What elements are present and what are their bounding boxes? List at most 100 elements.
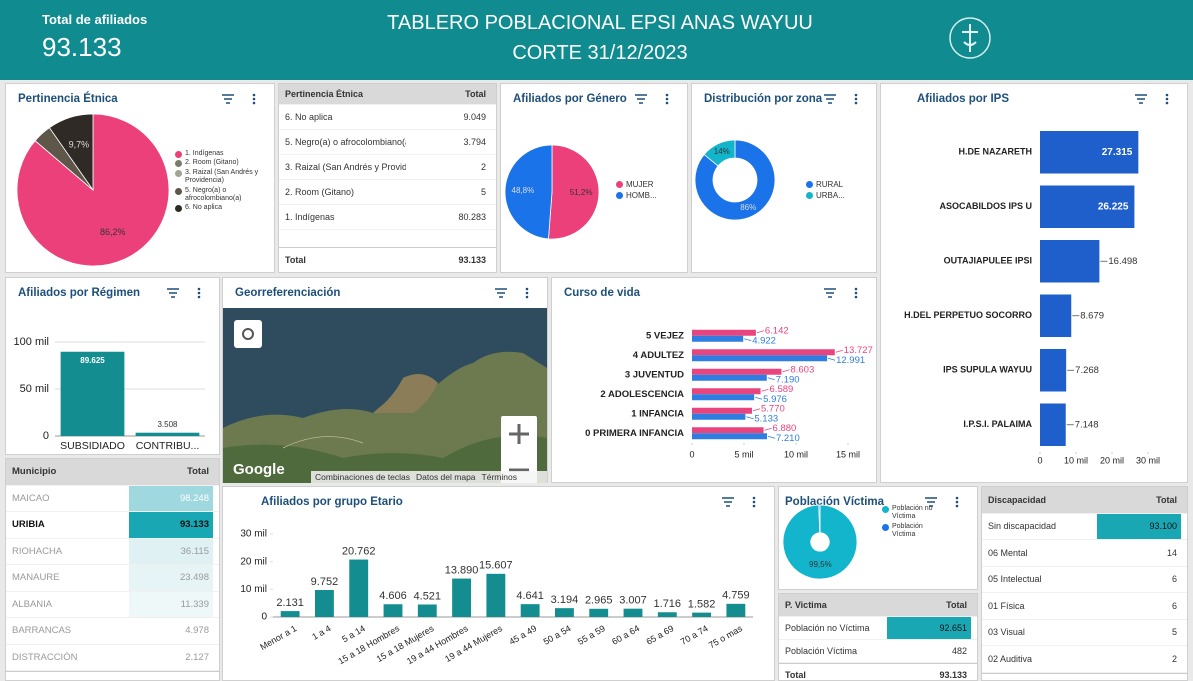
table-cell: 06 Mental (988, 548, 1097, 558)
table-row: ALBANIA11.339 (6, 592, 219, 619)
table-cell: MANAURE (12, 572, 129, 583)
legend-label: 2. Room (Gitano) (185, 159, 239, 167)
card-menu[interactable] (633, 92, 675, 106)
card-title: Georreferenciación (235, 287, 340, 299)
card-menu[interactable] (720, 495, 762, 509)
card: Curso de vida (551, 277, 877, 483)
table-cell: 2. Room (Gitano) (285, 187, 406, 197)
legend: Población no VíctimaPoblación Víctima (882, 505, 944, 541)
column-header: Municipio (12, 466, 129, 477)
header: Total de afiliados 93.133 TABLERO POBLAC… (0, 0, 1193, 80)
total-label: Total de afiliados (42, 12, 147, 27)
table-cell: 01 Física (988, 601, 1097, 611)
table-cell: 93.133 (129, 512, 213, 538)
legend-item: URBA... (806, 191, 870, 201)
card: Afiliados por IPS (880, 83, 1188, 483)
map-footer-link[interactable]: Datos del mapa (416, 472, 476, 482)
total-cell: Total (785, 670, 887, 680)
table-cell: 2.127 (129, 645, 213, 671)
legend-item: MUJER (616, 180, 682, 190)
total-cell: 93.133 (406, 248, 490, 272)
table-cell: Población Víctima (785, 646, 887, 656)
column-header: Total (406, 84, 490, 104)
table-cell: 482 (887, 640, 971, 662)
menu-dot (753, 497, 756, 500)
card-menu[interactable] (1133, 92, 1175, 106)
menu-dot (753, 501, 756, 504)
legend-item: 3. Raizal (San Andrés y Providencia) (175, 169, 271, 186)
legend-item: HOMB... (616, 191, 682, 201)
table-cell: 5 (406, 180, 490, 204)
card-title: Curso de vida (564, 287, 640, 299)
menu-dot (753, 505, 756, 508)
legend-item: Población no Víctima (882, 505, 944, 522)
menu-dot (526, 296, 529, 299)
map[interactable] (223, 308, 547, 483)
menu-dot (1166, 102, 1169, 105)
legend-item: 2. Room (Gitano) (175, 159, 271, 167)
total-cell: 93.133 (887, 664, 971, 681)
card-menu[interactable] (493, 286, 535, 300)
legend-label: HOMB... (626, 191, 657, 201)
table-cell: BARRANCAS (12, 625, 129, 636)
menu-dot (666, 94, 669, 97)
card-menu[interactable] (165, 286, 207, 300)
legend-item: 6. No aplica (175, 204, 271, 212)
legend-label: Población Víctima (892, 523, 944, 540)
menu-dot (1166, 94, 1169, 97)
column-header: Total (129, 459, 213, 485)
filter-icon (824, 95, 836, 103)
table-cell: 36.115 (129, 539, 213, 565)
dashboard-title: TABLERO POBLACIONAL EPSI ANAS WAYUU (300, 12, 900, 35)
legend-label: 5. Negro(a) o afrocolombiano(a) (185, 187, 271, 204)
legend-swatch (175, 160, 182, 167)
table-cell: 2 (406, 155, 490, 179)
table-row: 5. Negro(a) o afrocolombiano(a)3.794 (279, 130, 496, 155)
total-cell: Total (285, 255, 406, 265)
total-value: 93.133 (42, 32, 122, 63)
table-header: P. VictimaTotal (779, 594, 977, 617)
filter-icon (495, 289, 507, 297)
legend-item: 5. Negro(a) o afrocolombiano(a) (175, 187, 271, 204)
legend-swatch (616, 192, 623, 199)
table-cell: 3. Raizal (San Andrés y Providencia) (285, 162, 406, 172)
card-title: Afiliados por Régimen (18, 287, 140, 299)
table-cell: 14 (1097, 540, 1181, 566)
map-footer-link[interactable]: Combinaciones de teclas (315, 472, 410, 482)
card-title: Pertinencia Étnica (18, 93, 118, 105)
menu-dot (666, 98, 669, 101)
table-row: Población no Víctima92.651 (779, 617, 977, 640)
menu-dot (526, 288, 529, 291)
card-menu[interactable] (822, 286, 864, 300)
legend-swatch (175, 188, 182, 195)
table-cell: URIBIA (12, 519, 129, 530)
menu-dot (956, 501, 959, 504)
legend-label: Población no Víctima (892, 505, 944, 522)
filter-icon (635, 95, 647, 103)
table-cell: 1. Indígenas (285, 212, 406, 222)
map-footer-link[interactable]: Términos (482, 472, 517, 482)
card-title: Afiliados por IPS (917, 93, 1009, 105)
card-menu[interactable] (822, 92, 864, 106)
dashboard-subtitle: CORTE 31/12/2023 (300, 42, 900, 65)
legend-swatch (882, 506, 889, 513)
table-cell: 9.049 (406, 105, 490, 129)
menu-dot (855, 98, 858, 101)
card-title: Población Víctima (785, 496, 884, 508)
legend-swatch (806, 192, 813, 199)
locate-button[interactable] (234, 320, 262, 348)
table-row: 02 Auditiva2 (982, 646, 1187, 673)
table-total: Total269.438 (6, 671, 219, 681)
legend-item: Población Víctima (882, 523, 944, 540)
card-title: Afiliados por Género (513, 93, 627, 105)
card: Georreferenciación Google Combinaciones … (222, 277, 548, 483)
menu-dot (855, 296, 858, 299)
card-menu[interactable] (220, 92, 262, 106)
